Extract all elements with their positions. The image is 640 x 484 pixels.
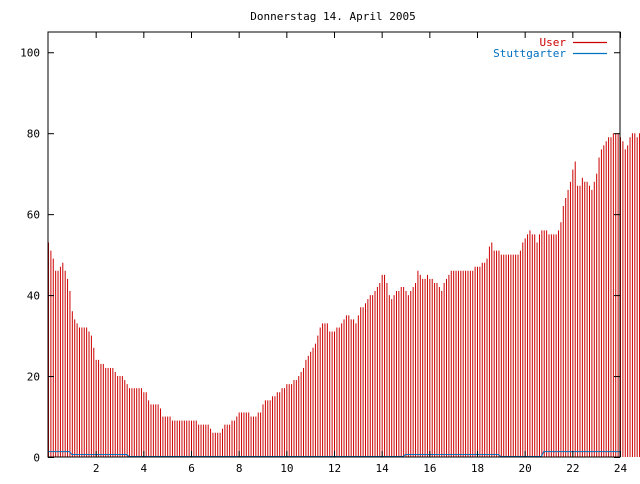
- chart-title: Donnerstag 14. April 2005: [250, 10, 416, 23]
- y-tick-label: 20: [27, 371, 40, 384]
- y-tick-label: 0: [33, 452, 40, 465]
- y-tick-label: 40: [27, 290, 40, 303]
- x-tick-label: 16: [423, 462, 436, 475]
- x-tick-label: 24: [614, 462, 628, 475]
- y-tick-label: 60: [27, 209, 40, 222]
- legend-label: Stuttgarter: [493, 47, 566, 60]
- y-tick-label: 100: [20, 47, 40, 60]
- x-tick-label: 8: [236, 462, 243, 475]
- x-tick-label: 2: [93, 462, 100, 475]
- bars-layer: [49, 133, 640, 457]
- x-tick-label: 12: [328, 462, 341, 475]
- x-tick-label: 20: [519, 462, 532, 475]
- y-tick-label: 80: [27, 128, 40, 141]
- x-tick-label: 14: [376, 462, 390, 475]
- x-tick-label: 22: [566, 462, 579, 475]
- x-tick-label: 10: [280, 462, 293, 475]
- x-tick-label: 4: [141, 462, 148, 475]
- x-tick-label: 6: [188, 462, 195, 475]
- x-tick-label: 18: [471, 462, 484, 475]
